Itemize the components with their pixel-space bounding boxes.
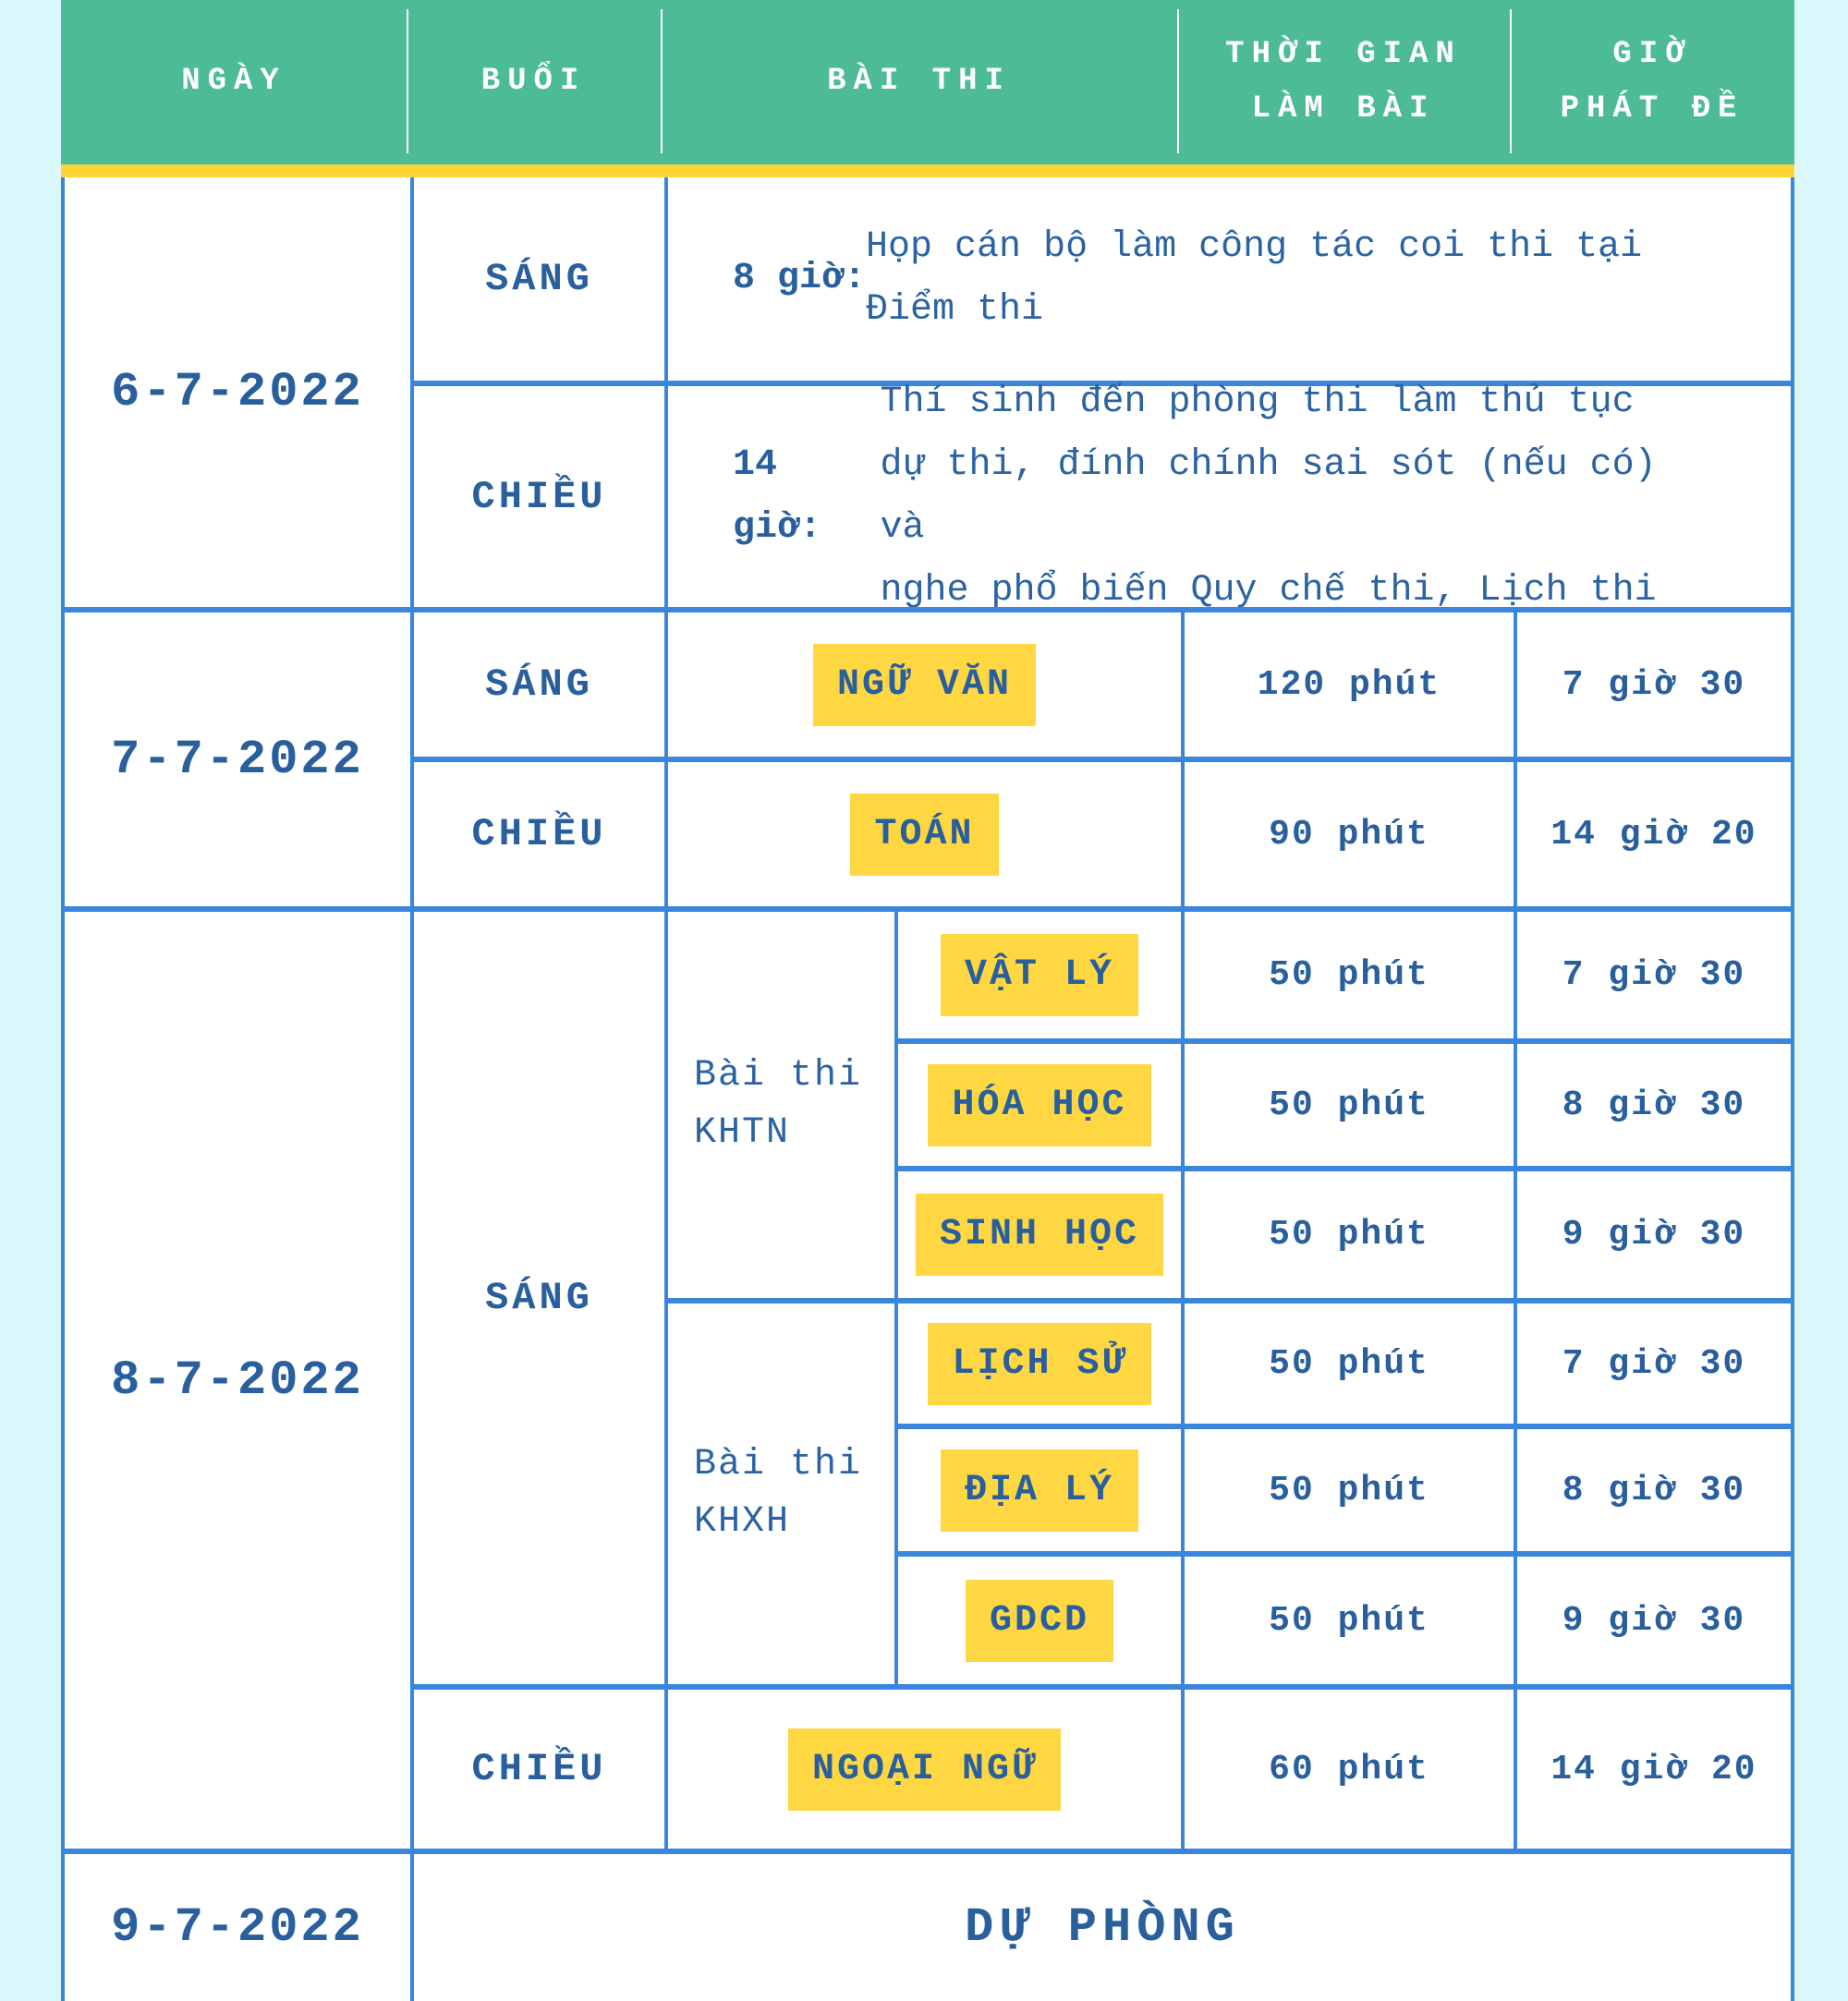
duration-cell: 50 phút: [1181, 1424, 1514, 1551]
header-start-line1: GIỜ: [1612, 36, 1692, 72]
header-cell-exam: BÀI THI: [661, 0, 1177, 164]
duration-cell: 120 phút: [1181, 607, 1514, 757]
subject-cell: LỊCH SỬ: [894, 1298, 1181, 1424]
table-header-row: NGÀY BUỔI BÀI THI THỜI GIAN LÀM BÀI GIỜ …: [61, 0, 1794, 164]
activity-time: 14 giờ:: [733, 443, 822, 549]
header-cell-session: BUỔI: [407, 0, 661, 164]
header-session-label: BUỔI: [480, 64, 587, 100]
table-body: 6-7-2022 SÁNG 8 giờ: Họp cán bộ làm công…: [61, 177, 1794, 2001]
header-date-label: NGÀY: [181, 64, 286, 100]
subject-chip: ĐỊA LÝ: [940, 1449, 1139, 1532]
session-cell: SÁNG: [410, 607, 664, 757]
subject-chip: HÓA HỌC: [928, 1063, 1151, 1146]
yellow-divider-bar: [61, 164, 1794, 177]
exam-group-label: Bài thi KHTN: [664, 906, 894, 1298]
duration-cell: 50 phút: [1181, 1038, 1514, 1166]
duration-cell: 90 phút: [1181, 757, 1514, 906]
duration-cell: 50 phút: [1181, 906, 1514, 1038]
session-cell: CHIỀU: [410, 757, 664, 906]
activity-text: Họp cán bộ làm công tác coi thi tại Điểm…: [866, 226, 1643, 331]
activity-time: 8 giờ:: [733, 258, 867, 299]
activity-cell: 8 giờ: Họp cán bộ làm công tác coi thi t…: [664, 177, 1791, 381]
subject-chip: LỊCH SỬ: [928, 1322, 1151, 1405]
date-cell: 6-7-2022: [111, 365, 364, 419]
subject-cell: GDCD: [894, 1551, 1181, 1684]
header-duration-line1: THỜI GIAN: [1225, 36, 1462, 72]
note-cell: DỰ PHÒNG: [410, 1849, 1791, 2001]
activity-cell: 14 giờ: Thí sinh đến phòng thi làm thủ t…: [664, 381, 1791, 612]
header-cell-date: NGÀY: [61, 0, 407, 164]
activity-text: Thí sinh đến phòng thi làm thủ tục dự th…: [880, 381, 1657, 612]
exam-schedule-table: NGÀY BUỔI BÀI THI THỜI GIAN LÀM BÀI GIỜ …: [61, 0, 1794, 2001]
header-duration-line2: LÀM BÀI: [1251, 91, 1436, 127]
start-time-cell: 7 giờ 30: [1514, 607, 1791, 757]
subject-chip: NGỮ VĂN: [812, 643, 1037, 726]
subject-cell: ĐỊA LÝ: [894, 1424, 1181, 1551]
subject-cell: NGỮ VĂN: [664, 607, 1181, 757]
exam-group-label: Bài thi KHXH: [664, 1298, 894, 1684]
start-time-cell: 7 giờ 30: [1514, 906, 1791, 1038]
duration-cell: 60 phút: [1181, 1684, 1514, 1849]
session-cell: SÁNG: [410, 906, 664, 1684]
header-exam-label: BÀI THI: [827, 64, 1011, 100]
date-cell: 7-7-2022: [65, 607, 410, 906]
start-time-cell: 14 giờ 20: [1514, 757, 1791, 906]
duration-cell: 50 phút: [1181, 1551, 1514, 1684]
start-time-cell: 14 giờ 20: [1514, 1684, 1791, 1849]
subject-cell: TOÁN: [664, 757, 1181, 906]
start-time-cell: 7 giờ 30: [1514, 1298, 1791, 1424]
subject-cell: SINH HỌC: [894, 1166, 1181, 1298]
header-cell-duration: THỜI GIAN LÀM BÀI: [1177, 0, 1510, 164]
date-cell: 9-7-2022: [65, 1849, 410, 2001]
session-cell: CHIỀU: [410, 381, 664, 607]
start-time-cell: 8 giờ 30: [1514, 1038, 1791, 1166]
start-time-cell: 9 giờ 30: [1514, 1551, 1791, 1684]
subject-chip: SINH HỌC: [915, 1194, 1164, 1276]
session-cell: SÁNG: [410, 177, 664, 381]
subject-chip: TOÁN: [850, 793, 999, 876]
header-cell-start: GIỜ PHÁT ĐỀ: [1510, 0, 1794, 164]
header-start-line2: PHÁT ĐỀ: [1560, 91, 1745, 127]
duration-cell: 50 phút: [1181, 1298, 1514, 1424]
subject-cell: VẬT LÝ: [894, 906, 1181, 1038]
subject-chip: VẬT LÝ: [940, 934, 1139, 1016]
start-time-cell: 8 giờ 30: [1514, 1424, 1791, 1551]
date-cell: 8-7-2022: [65, 906, 410, 1849]
subject-cell: NGOẠI NGỮ: [664, 1684, 1181, 1849]
start-time-cell: 9 giờ 30: [1514, 1166, 1791, 1298]
subject-chip: NGOẠI NGỮ: [787, 1728, 1062, 1811]
subject-cell: HÓA HỌC: [894, 1038, 1181, 1166]
duration-cell: 50 phút: [1181, 1166, 1514, 1298]
subject-chip: GDCD: [965, 1579, 1113, 1662]
session-cell: CHIỀU: [410, 1684, 664, 1849]
